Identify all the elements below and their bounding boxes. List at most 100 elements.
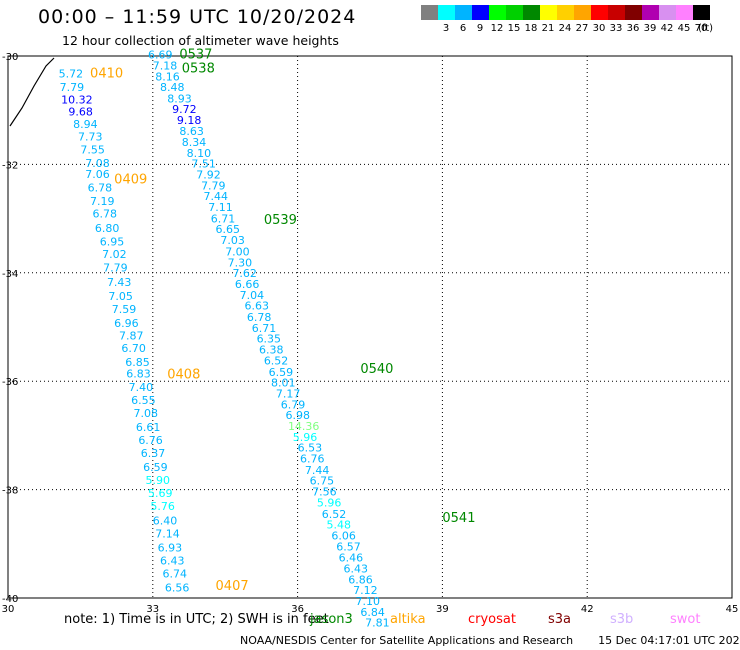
wave-height-value: 8.94	[73, 118, 98, 131]
wave-height-value: 7.03	[220, 234, 245, 247]
scale-swatch	[506, 5, 523, 20]
wave-height-value: 7.44	[305, 464, 330, 477]
wave-height-value: 7.10	[356, 595, 381, 608]
wave-height-value: 6.59	[143, 461, 168, 474]
lat-tick-label: -30	[2, 52, 18, 63]
scale-label: 24	[558, 23, 572, 34]
wave-height-value: 6.06	[331, 529, 356, 542]
scale-swatch	[438, 5, 455, 20]
wave-height-value: 7.51	[191, 158, 216, 171]
scale-label: 30	[592, 23, 606, 34]
credit-timestamp: 15 Dec 04:17:01 UTC 2024	[598, 634, 740, 647]
pass-label: 0541	[442, 511, 475, 526]
scale-label: 39	[643, 23, 657, 34]
wave-height-value: 5.72	[59, 68, 84, 81]
wave-height-value: 5.76	[150, 500, 175, 513]
wave-height-value: 6.76	[138, 434, 163, 447]
wave-height-value: 6.75	[310, 475, 335, 488]
wave-height-value: 6.84	[360, 606, 385, 619]
wave-height-value: 8.34	[182, 136, 207, 149]
wave-height-value: 7.18	[153, 60, 178, 73]
wave-height-value: 6.78	[92, 208, 117, 221]
scale-swatch	[659, 5, 676, 20]
wave-height-value: 6.78	[247, 311, 271, 324]
scale-units: (ft)	[698, 23, 714, 34]
wave-height-value: 9.68	[68, 106, 93, 119]
scale-swatch	[608, 5, 625, 20]
satellite-key-swot: swot	[670, 612, 701, 627]
lon-tick-label: 39	[436, 604, 449, 615]
wave-height-value: 7.79	[201, 179, 226, 192]
wave-height-value: 7.62	[232, 267, 257, 280]
pass-label: 0539	[264, 213, 297, 228]
wave-height-value: 6.70	[121, 342, 146, 355]
wave-height-value: 6.35	[257, 333, 282, 346]
wave-height-value: 8.01	[271, 377, 296, 390]
wave-height-value: 7.40	[129, 381, 154, 394]
pass-label: 0408	[167, 367, 200, 382]
scale-swatch	[421, 5, 438, 20]
wave-height-value: 7.11	[208, 201, 233, 214]
scale-label: 12	[490, 23, 504, 34]
wave-height-value: 6.40	[153, 514, 178, 527]
wave-height-value: 6.83	[126, 367, 150, 380]
scale-swatch	[574, 5, 591, 20]
page-title: 00:00 – 11:59 UTC 10/20/2024	[38, 6, 357, 28]
wave-height-value: 7.43	[107, 276, 131, 289]
wave-height-value: 8.63	[179, 125, 204, 138]
scale-swatch	[540, 5, 557, 20]
page-subtitle: 12 hour collection of altimeter wave hei…	[62, 33, 339, 48]
wave-height-value: 6.53	[298, 442, 323, 455]
wave-height-value: 7.44	[203, 190, 228, 203]
lon-tick-label: 42	[581, 604, 594, 615]
wave-height-value: 6.69	[148, 49, 173, 62]
wave-height-value: 6.74	[162, 567, 187, 580]
scale-swatch	[557, 5, 574, 20]
scale-swatch	[489, 5, 506, 20]
scale-label: 18	[524, 23, 538, 34]
wave-height-value: 6.71	[252, 322, 277, 335]
wave-height-value: 6.52	[322, 508, 347, 521]
scale-label: 15	[507, 23, 521, 34]
lat-tick-label: -40	[2, 594, 18, 605]
wave-height-value: 7.00	[225, 245, 250, 258]
pass-label: 0538	[182, 61, 215, 76]
map-border	[7, 55, 733, 599]
wave-height-value: 7.81	[365, 617, 390, 630]
satellite-key-jason3: jason3	[310, 612, 353, 627]
lat-tick-label: -38	[2, 486, 18, 497]
wave-height-value: 7.08	[85, 157, 110, 170]
pass-label: 0409	[114, 172, 147, 187]
scale-swatch	[455, 5, 472, 20]
wave-height-value: 7.79	[103, 262, 128, 275]
wave-height-value: 6.57	[336, 540, 361, 553]
satellite-key-s3a: s3a	[548, 612, 572, 627]
wave-height-value: 8.48	[160, 81, 185, 94]
wave-height-value: 6.65	[216, 223, 241, 236]
wave-height-value: 6.98	[286, 409, 311, 422]
footnote: note: 1) Time is in UTC; 2) SWH is in fe…	[64, 612, 329, 627]
wave-height-value: 6.43	[160, 554, 185, 567]
wave-height-value: 10.32	[61, 94, 93, 107]
scale-label: 70	[694, 23, 708, 34]
wave-height-value: 7.12	[353, 584, 378, 597]
wave-height-value: 7.87	[119, 329, 144, 342]
lon-tick-label: 45	[726, 604, 739, 615]
wave-height-value: 6.95	[100, 236, 125, 249]
wave-height-value: 6.43	[343, 563, 368, 576]
scale-swatch	[693, 5, 710, 20]
coastline	[9, 57, 55, 127]
lat-tick-label: -34	[2, 269, 18, 280]
wave-height-value: 9.72	[172, 103, 197, 116]
credit-agency: NOAA/NESDIS Center for Satellite Applica…	[240, 634, 574, 647]
scale-label: 36	[626, 23, 640, 34]
satellite-key-altika: altika	[390, 612, 426, 627]
scale-label: 45	[677, 23, 691, 34]
wave-height-value: 6.38	[259, 344, 284, 357]
wave-height-value: 6.55	[131, 394, 156, 407]
wave-height-value: 6.80	[95, 222, 120, 235]
wave-height-value: 6.86	[348, 573, 373, 586]
wave-height-value: 6.59	[269, 366, 294, 379]
